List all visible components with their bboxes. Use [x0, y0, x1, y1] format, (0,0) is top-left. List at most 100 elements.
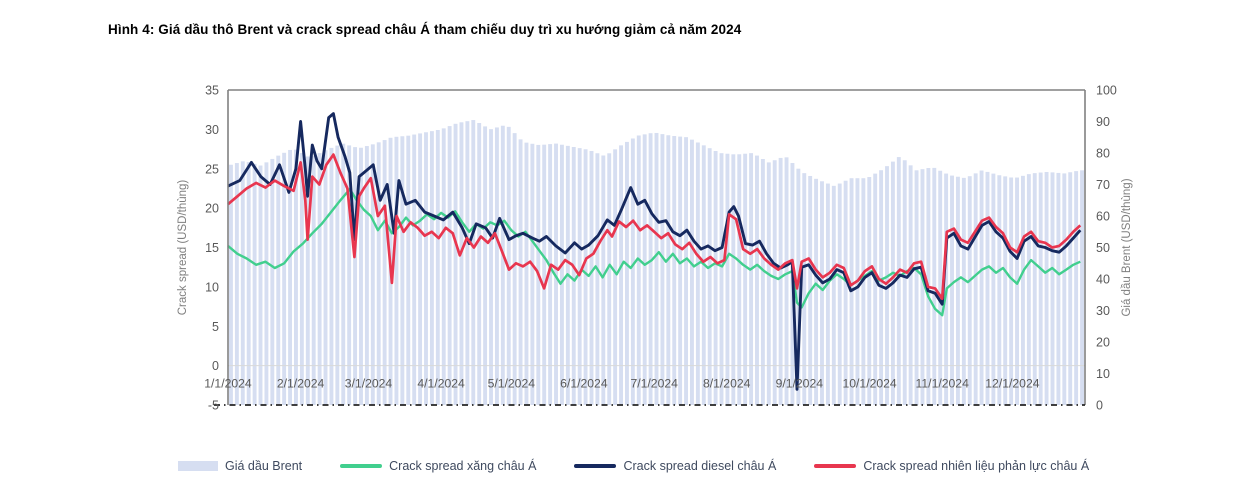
brent-bar: [489, 129, 493, 405]
brent-bar: [524, 142, 529, 405]
right-axis-tick: 60: [1096, 210, 1110, 224]
brent-bar: [896, 157, 901, 405]
brent-bar: [294, 149, 298, 405]
brent-bar: [885, 166, 889, 405]
brent-bar: [867, 177, 872, 405]
brent-bar: [837, 183, 842, 405]
brent-bar: [447, 126, 452, 405]
x-axis-tick: 3/1/2024: [345, 377, 393, 391]
right-axis-tick: 20: [1096, 336, 1110, 350]
brent-bar: [471, 120, 476, 405]
brent-bar: [229, 164, 233, 405]
x-axis-tick: 2/1/2024: [277, 377, 325, 391]
brent-bar: [323, 150, 328, 405]
brent-bar: [512, 133, 517, 405]
brent-bar: [376, 142, 381, 405]
brent-bar: [737, 154, 742, 405]
brent-bar: [1003, 176, 1008, 405]
legend-item-brent: Giá dầu Brent: [178, 459, 302, 473]
brent-bar: [1038, 172, 1043, 405]
left-axis-tick: -5: [208, 399, 219, 413]
legend-item-jet-crack: Crack spread nhiên liệu phản lực châu Á: [814, 459, 1089, 473]
legend-label: Crack spread nhiên liệu phản lực châu Á: [863, 459, 1090, 473]
brent-bar: [258, 165, 263, 405]
brent-bar: [353, 147, 358, 406]
brent-bar: [1068, 172, 1073, 405]
brent-bar: [400, 136, 405, 405]
brent-bar: [642, 134, 647, 405]
brent-bar: [364, 146, 369, 406]
left-axis-tick: 15: [205, 241, 219, 255]
brent-bar: [902, 160, 907, 405]
brent-bar: [814, 178, 819, 405]
brent-bar: [494, 127, 499, 405]
left-axis-tick: 20: [205, 202, 219, 216]
brent-bar: [985, 171, 990, 405]
brent-bar: [725, 153, 730, 405]
brent-bar: [548, 144, 553, 405]
brent-bar: [991, 173, 996, 405]
right-axis-tick: 0: [1096, 399, 1103, 413]
x-axis-tick: 12/1/2024: [985, 377, 1039, 391]
brent-bar: [997, 175, 1002, 405]
brent-bar: [359, 147, 363, 406]
brent-bar: [424, 132, 428, 405]
right-axis-tick: 10: [1096, 367, 1110, 381]
brent-bar: [701, 145, 706, 405]
brent-bar: [666, 135, 671, 405]
brent-bar: [418, 133, 423, 405]
brent-bar: [264, 162, 269, 405]
brent-bar: [660, 134, 665, 406]
x-axis-tick: 1/1/2024: [204, 377, 252, 391]
right-axis-tick: 50: [1096, 241, 1110, 255]
x-axis-tick: 7/1/2024: [630, 377, 678, 391]
x-axis-tick: 6/1/2024: [560, 377, 608, 391]
brent-bar: [453, 123, 458, 405]
brent-bar: [234, 163, 239, 405]
brent-bar: [305, 156, 310, 405]
brent-bar: [672, 136, 677, 405]
brent-bar: [1056, 172, 1061, 405]
brent-bar: [347, 145, 352, 405]
legend-label: Crack spread diesel châu Á: [623, 459, 777, 473]
x-axis-tick: 8/1/2024: [703, 377, 751, 391]
brent-bar: [465, 121, 470, 406]
brent-bar: [855, 178, 860, 405]
brent-bar: [873, 173, 878, 405]
brent-bar: [288, 149, 293, 405]
brent-bar: [246, 162, 251, 405]
brent-bar: [1050, 172, 1055, 405]
brent-bar: [329, 147, 334, 405]
brent-bar: [749, 153, 754, 405]
right-axis-tick: 30: [1096, 304, 1110, 318]
brent-bar: [394, 136, 399, 405]
brent-bar: [607, 153, 612, 405]
brent-bar: [382, 140, 387, 406]
brent-bar-swatch-icon: [178, 461, 218, 471]
brent-bar: [270, 158, 275, 405]
brent-bar: [1074, 171, 1079, 405]
brent-bar: [731, 154, 736, 405]
brent-bar: [625, 141, 629, 405]
brent-bar: [1062, 173, 1067, 405]
legend-label: Crack spread xăng châu Á: [389, 459, 537, 473]
brent-bar: [961, 177, 966, 405]
left-axis-tick: 25: [205, 162, 219, 176]
brent-bar: [772, 160, 777, 405]
figure-title: Hình 4: Giá dầu thô Brent và crack sprea…: [108, 22, 742, 37]
brent-bar: [477, 123, 482, 405]
brent-bar: [619, 145, 623, 405]
brent-bar: [483, 126, 488, 406]
brent-bar: [577, 148, 582, 405]
brent-bar: [530, 143, 535, 405]
brent-bar: [412, 134, 417, 406]
legend-item-diesel-crack: Crack spread diesel châu Á: [574, 459, 776, 473]
brent-bar: [684, 137, 688, 405]
left-axis-tick: 30: [205, 123, 219, 137]
brent-bar: [914, 170, 919, 405]
brent-bar: [950, 175, 954, 405]
brent-bar: [755, 155, 759, 405]
brent-bar: [955, 176, 960, 405]
left-axis-tick: 10: [205, 280, 219, 294]
